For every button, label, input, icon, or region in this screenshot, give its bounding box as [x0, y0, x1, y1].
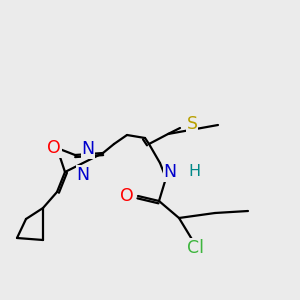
Text: O: O	[47, 139, 61, 157]
Text: Cl: Cl	[188, 239, 205, 257]
Text: H: H	[188, 164, 200, 179]
Text: O: O	[120, 187, 134, 205]
Text: N: N	[81, 140, 94, 158]
Text: N: N	[76, 166, 90, 184]
Text: N: N	[164, 163, 177, 181]
Text: S: S	[187, 115, 197, 133]
